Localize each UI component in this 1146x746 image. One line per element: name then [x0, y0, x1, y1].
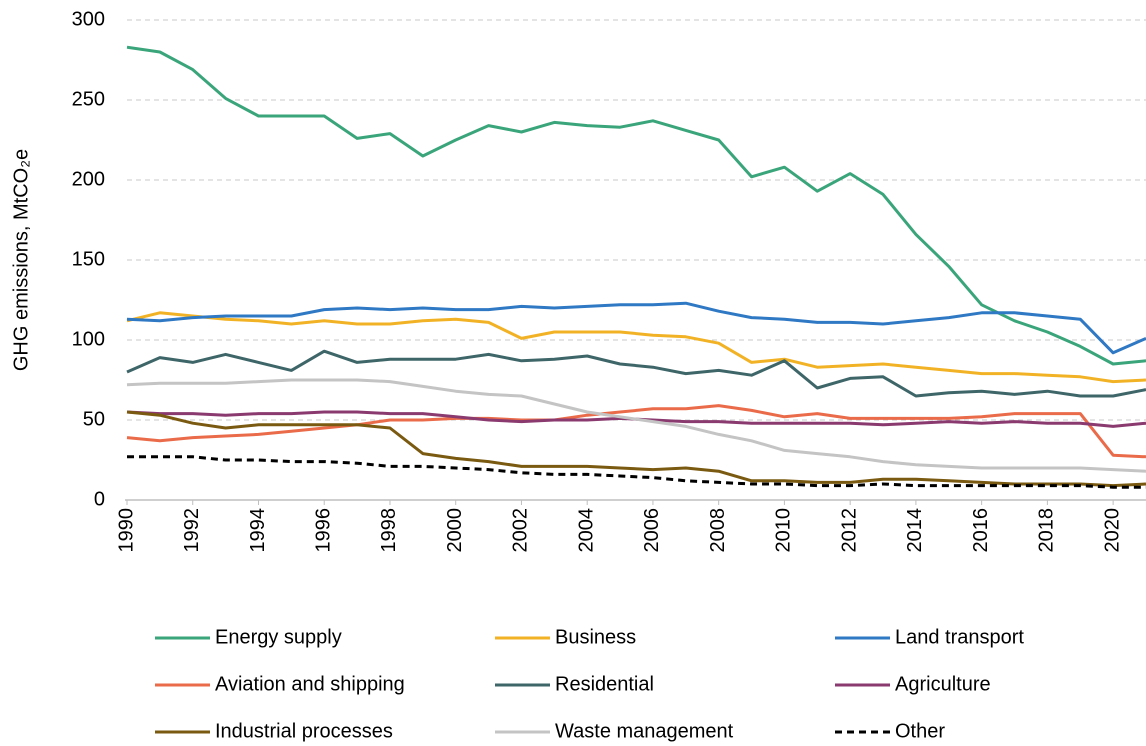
x-tick-label: 1994 [247, 508, 269, 553]
x-tick-label: 1998 [378, 508, 400, 553]
y-tick-label: 150 [72, 248, 105, 270]
legend-label: Agriculture [895, 673, 991, 695]
series-line [126, 410, 1146, 488]
x-tick-label: 2010 [773, 508, 795, 553]
series-line [126, 45, 1146, 366]
legend-label: Industrial processes [215, 720, 393, 742]
legend-label: Waste management [555, 720, 734, 742]
y-tick-label: 100 [72, 328, 105, 350]
y-axis-title: GHG emissions, MtCO₂e [10, 149, 32, 371]
x-tick-label: 1996 [313, 508, 335, 553]
x-tick-label: 2002 [510, 508, 532, 553]
x-tick-label: 2014 [904, 508, 926, 553]
y-tick-label: 200 [72, 168, 105, 190]
y-tick-label: 250 [72, 88, 105, 110]
x-tick-label: 2006 [641, 508, 663, 553]
series-line [126, 404, 1146, 459]
y-tick-label: 0 [94, 488, 105, 510]
series-line [127, 455, 1146, 489]
x-tick-label: 2000 [444, 508, 466, 553]
x-tick-label: 1990 [115, 508, 137, 553]
x-tick-label: 2016 [970, 508, 992, 553]
x-tick-label: 2004 [575, 508, 597, 553]
x-tick-label: 2020 [1101, 508, 1123, 553]
x-tick-label: 2012 [838, 508, 860, 553]
y-tick-label: 300 [72, 8, 105, 30]
x-tick-label: 2008 [707, 508, 729, 553]
legend-label: Land transport [895, 626, 1024, 648]
series-line [126, 301, 1146, 355]
legend-label: Business [555, 626, 636, 648]
series-line [126, 349, 1146, 398]
series-line [126, 378, 1146, 473]
y-tick-label: 50 [83, 408, 105, 430]
x-tick-label: 1992 [181, 508, 203, 553]
x-tick-label: 2018 [1036, 508, 1058, 553]
legend-label: Aviation and shipping [215, 673, 405, 695]
series-line [126, 311, 1146, 384]
legend-label: Residential [555, 673, 654, 695]
legend-label: Energy supply [215, 626, 342, 648]
legend-label: Other [895, 720, 945, 742]
